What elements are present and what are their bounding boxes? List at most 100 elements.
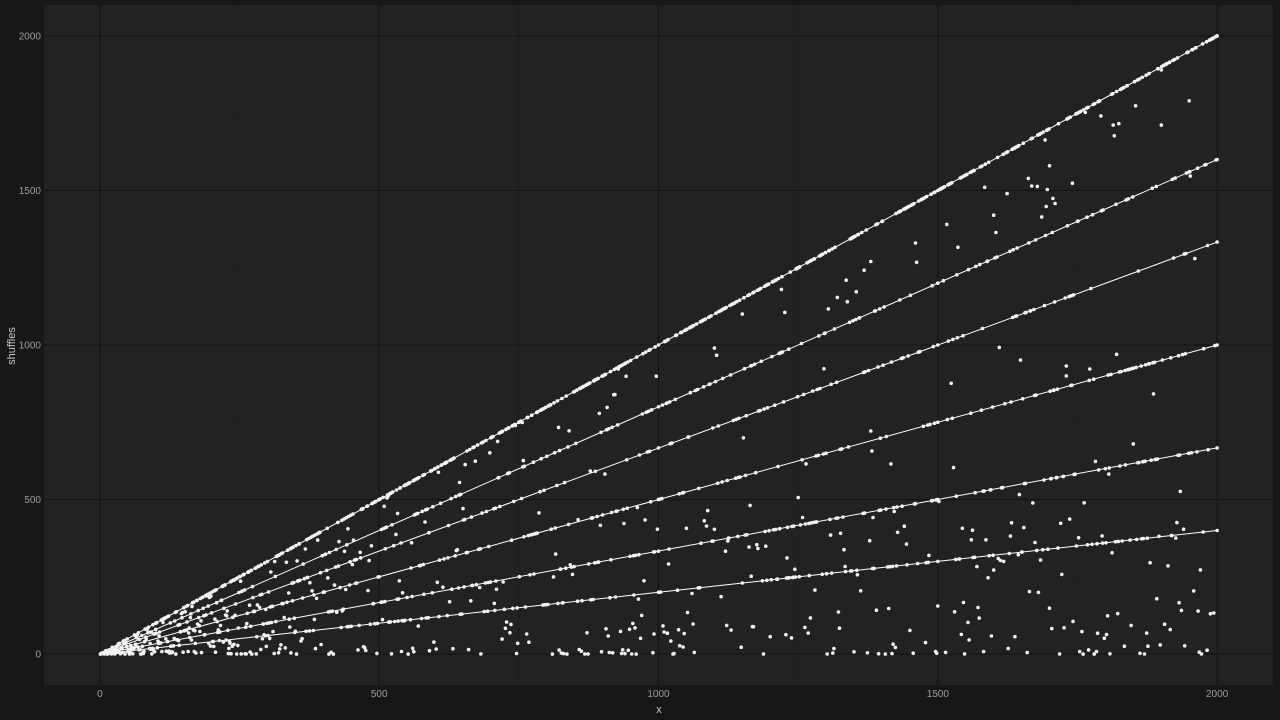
data-point (836, 610, 841, 614)
data-point (853, 234, 857, 238)
data-point (975, 564, 979, 569)
data-point (1100, 534, 1104, 538)
data-point (621, 507, 626, 512)
data-point (312, 593, 316, 597)
data-point (214, 600, 219, 605)
data-point (285, 600, 289, 605)
data-point (217, 638, 222, 643)
data-point (269, 620, 274, 625)
data-point (1025, 650, 1029, 655)
data-point (1198, 568, 1203, 572)
data-point (519, 496, 524, 501)
data-point (936, 559, 940, 564)
data-point (1068, 115, 1072, 119)
data-point (449, 496, 454, 501)
data-point (1095, 631, 1100, 635)
data-point (484, 438, 488, 443)
data-point (311, 628, 316, 633)
data-point (239, 652, 243, 656)
data-point (123, 652, 127, 656)
data-point (1047, 606, 1052, 610)
data-point (462, 585, 466, 589)
data-point (785, 525, 790, 530)
data-point (447, 599, 452, 604)
data-point (1085, 215, 1089, 219)
data-point (655, 527, 660, 531)
data-point (203, 632, 207, 637)
data-point (738, 475, 742, 479)
data-point (206, 604, 210, 608)
data-point (302, 576, 307, 581)
data-point (690, 591, 694, 596)
data-point (702, 519, 707, 523)
data-point (188, 615, 193, 620)
data-point (215, 619, 219, 624)
data-point (665, 401, 669, 405)
data-point (553, 526, 557, 530)
data-point (825, 652, 829, 656)
data-point (1098, 99, 1102, 103)
data-point (1155, 457, 1160, 461)
data-point (710, 426, 715, 430)
data-point (1081, 652, 1085, 656)
data-point (1188, 169, 1192, 174)
data-point (579, 649, 584, 653)
data-point (769, 578, 774, 582)
data-point (943, 650, 948, 655)
data-point (977, 616, 981, 620)
data-point (461, 506, 465, 511)
data-point (891, 642, 895, 646)
data-point (691, 323, 696, 328)
data-point (1093, 101, 1097, 106)
data-point (153, 621, 158, 625)
data-point (798, 523, 803, 527)
data-point (222, 606, 226, 611)
data-point (780, 350, 785, 354)
data-point (591, 597, 595, 602)
data-point (1041, 547, 1045, 552)
data-point (656, 549, 661, 553)
data-point (801, 392, 806, 397)
data-point (1134, 537, 1139, 542)
data-point (399, 649, 404, 654)
data-point (1050, 626, 1054, 631)
data-point (724, 623, 729, 628)
data-point (223, 583, 227, 587)
data-point (1013, 634, 1017, 639)
data-point (843, 569, 848, 574)
data-point (452, 456, 456, 460)
data-point (599, 430, 603, 435)
data-point (995, 155, 1000, 160)
data-point (527, 640, 531, 644)
data-point (529, 413, 534, 418)
data-point (427, 648, 432, 653)
data-point (383, 599, 387, 604)
data-point (423, 520, 427, 524)
data-point (1005, 150, 1010, 154)
data-point (756, 546, 760, 551)
data-point (1067, 517, 1072, 521)
data-point (760, 579, 765, 583)
data-point (677, 643, 682, 648)
data-point (1014, 314, 1019, 318)
data-point (1018, 358, 1023, 362)
data-point (290, 599, 295, 603)
data-point (656, 497, 661, 502)
data-point (510, 606, 515, 611)
data-point (742, 295, 746, 300)
data-point (596, 560, 601, 564)
data-point (1094, 649, 1099, 654)
data-point (209, 594, 213, 598)
data-point (1057, 652, 1062, 656)
data-point (157, 630, 162, 634)
data-point (204, 613, 208, 617)
data-point (853, 317, 858, 322)
data-point (551, 575, 556, 579)
data-point (450, 587, 454, 591)
data-point (841, 515, 845, 519)
data-point (934, 651, 939, 655)
data-point (674, 333, 679, 337)
data-point (1074, 544, 1079, 548)
data-point (768, 634, 772, 639)
